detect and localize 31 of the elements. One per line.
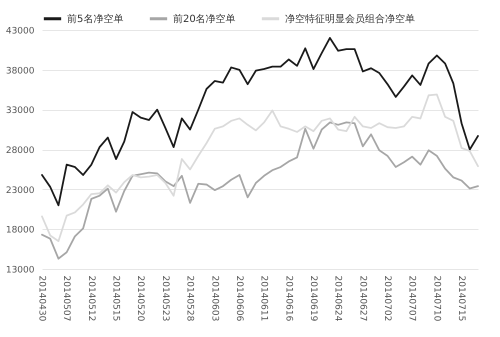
x-tick-label: 20140627 (357, 276, 368, 322)
line-series (41, 122, 479, 260)
x-tick-label: 20140603 (209, 276, 220, 322)
line-series (41, 94, 479, 242)
x-tick-label: 20140515 (110, 276, 121, 322)
x-tick-label: 20140616 (283, 276, 294, 322)
x-tick-label: 20140715 (456, 276, 466, 322)
y-tick-label: 18000 (6, 226, 35, 236)
x-tick-label: 20140606 (234, 276, 244, 322)
line-series (41, 37, 479, 206)
legend-label: 前5名净空单 (67, 12, 124, 25)
x-tick-label: 20140707 (406, 276, 417, 322)
x-tick-label: 20140611 (258, 276, 269, 322)
y-tick-label: 13000 (6, 266, 35, 276)
y-tick-label: 33000 (6, 106, 35, 116)
x-tick-label: 20140624 (332, 276, 343, 322)
y-tick-label: 28000 (6, 146, 35, 156)
x-tick-label: 20140520 (135, 276, 146, 322)
x-tick-label: 20140430 (36, 276, 46, 322)
y-tick-label: 43000 (6, 26, 35, 36)
legend-label: 净空特征明显会员组合净空单 (285, 12, 415, 25)
y-tick-label: 23000 (6, 186, 35, 196)
y-tick-label: 38000 (6, 66, 35, 76)
x-tick-label: 20140702 (382, 276, 392, 322)
x-tick-label: 20140710 (431, 276, 442, 322)
x-tick-label: 20140523 (160, 276, 170, 322)
x-tick-label: 20140507 (61, 276, 72, 322)
x-tick-label: 20140512 (86, 276, 96, 322)
x-tick-label: 20140619 (308, 276, 318, 322)
x-tick-label: 20140528 (184, 276, 195, 322)
legend-label: 前20名净空单 (173, 12, 236, 25)
